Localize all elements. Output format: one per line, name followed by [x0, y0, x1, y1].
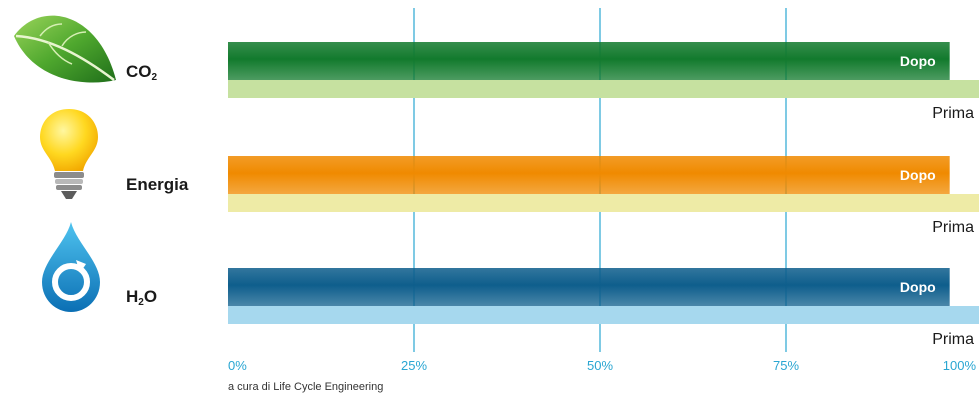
category-label-energia: Energia	[126, 175, 189, 194]
x-tick-label-50: 50%	[587, 358, 613, 373]
x-tick-label-0: 0%	[228, 358, 247, 373]
category-label-co2: CO2	[126, 62, 158, 83]
bar-dopo-h2o	[228, 268, 950, 306]
bar-prima-h2o	[228, 306, 979, 324]
bar-prima-energia	[228, 194, 979, 212]
bar-label-prima-h2o: Prima	[932, 331, 974, 348]
water-drop-icon	[42, 222, 100, 312]
bar-label-prima-co2: Prima	[932, 105, 974, 122]
bar-label-dopo-h2o: Dopo	[900, 279, 936, 295]
footnote: a cura di Life Cycle Engineering	[228, 381, 384, 393]
bar-dopo-energia	[228, 156, 950, 194]
bar-dopo-co2	[228, 42, 950, 80]
category-label-h2o: H2O	[126, 287, 158, 308]
x-tick-label-100: 100%	[943, 358, 977, 373]
x-tick-label-25: 25%	[401, 358, 427, 373]
x-tick-label-75: 75%	[773, 358, 799, 373]
leaf-icon	[14, 15, 116, 83]
bar-prima-co2	[228, 80, 979, 98]
bar-label-dopo-energia: Dopo	[900, 167, 936, 183]
bar-label-dopo-co2: Dopo	[900, 53, 936, 69]
lightbulb-icon	[40, 109, 98, 199]
bar-label-prima-energia: Prima	[932, 219, 974, 236]
